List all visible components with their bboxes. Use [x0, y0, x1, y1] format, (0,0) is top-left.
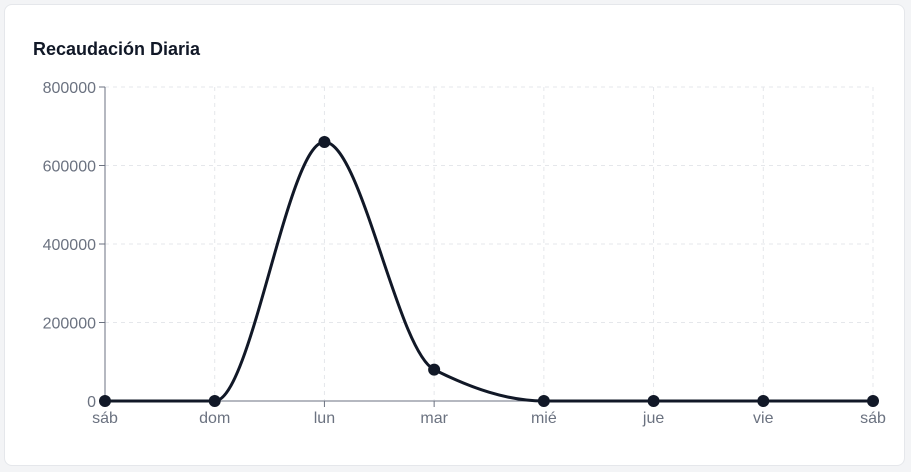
x-tick-label: mié: [531, 410, 557, 427]
y-tick-label: 200000: [43, 316, 96, 333]
y-tick-label: 400000: [43, 237, 96, 254]
y-tick-label: 0: [87, 394, 96, 411]
y-tick-labels: 0 200000 400000 600000 800000: [43, 80, 96, 411]
data-point: [99, 395, 111, 407]
x-tick-label: mar: [420, 410, 448, 427]
x-tick-labels: sáb dom lun mar mié jue vie sáb: [92, 410, 886, 427]
y-tick-label: 600000: [43, 159, 96, 176]
data-point: [428, 363, 441, 376]
data-point: [318, 135, 331, 148]
series: [105, 140, 873, 403]
series-line: [105, 140, 873, 403]
x-tick-label: sáb: [92, 410, 118, 427]
x-tick-label: vie: [753, 410, 774, 427]
data-point: [647, 395, 660, 407]
x-tick-label: jue: [642, 410, 664, 427]
data-point: [208, 395, 221, 407]
x-tick-label: dom: [199, 410, 230, 427]
y-tick-label: 800000: [43, 80, 96, 97]
data-point: [537, 395, 550, 407]
x-tick-label: lun: [314, 410, 335, 427]
data-point: [867, 395, 879, 407]
x-tick-label: sáb: [860, 410, 886, 427]
grid-lines: [105, 86, 874, 401]
chart-title: Recaudación Diaria: [33, 39, 201, 59]
chart-card: Recaudación Diaria: [4, 4, 905, 466]
data-points: [99, 135, 879, 407]
data-point: [757, 395, 770, 407]
